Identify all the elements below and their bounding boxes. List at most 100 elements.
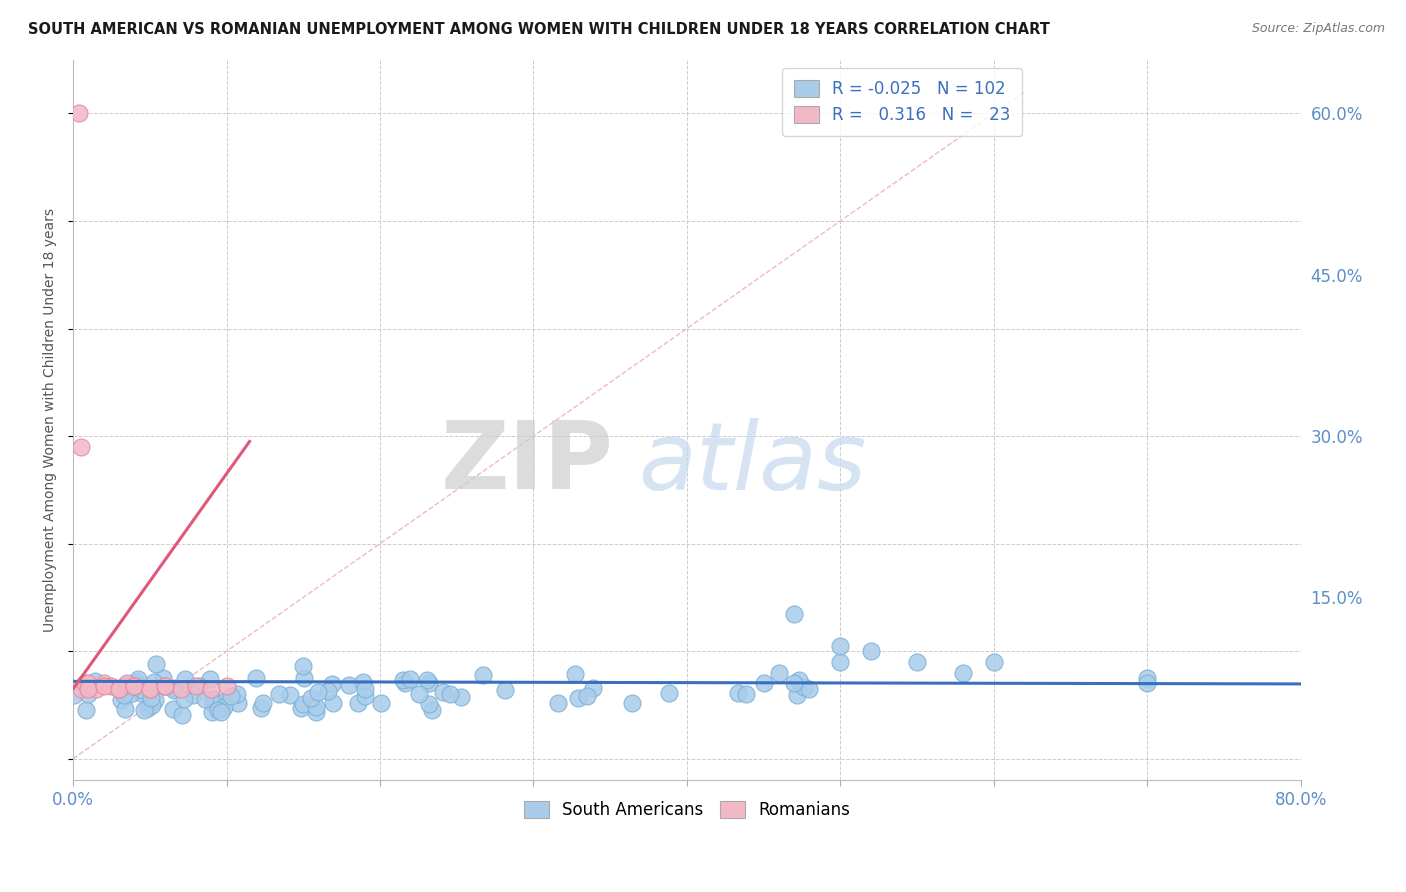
Point	[252, 696, 274, 710]
Point	[299, 691, 322, 706]
Point	[200, 681, 222, 696]
Y-axis label: Unemployment Among Women with Children Under 18 years: Unemployment Among Women with Children U…	[44, 208, 58, 632]
Point	[202, 691, 225, 706]
Point	[110, 693, 132, 707]
Point	[245, 672, 267, 686]
Point	[783, 676, 806, 690]
Point	[905, 655, 928, 669]
Point	[69, 440, 91, 454]
Point	[125, 675, 148, 690]
Point	[291, 697, 314, 711]
Point	[225, 687, 247, 701]
Point	[75, 676, 97, 690]
Point	[118, 687, 141, 701]
Point	[727, 686, 749, 700]
Point	[131, 686, 153, 700]
Point	[207, 703, 229, 717]
Point	[621, 697, 644, 711]
Point	[768, 665, 790, 680]
Point	[783, 607, 806, 621]
Point	[1136, 676, 1159, 690]
Point	[77, 681, 100, 696]
Point	[100, 679, 122, 693]
Point	[347, 696, 370, 710]
Point	[576, 689, 599, 703]
Point	[354, 681, 377, 696]
Point	[582, 681, 605, 695]
Text: Source: ZipAtlas.com: Source: ZipAtlas.com	[1251, 22, 1385, 36]
Point	[352, 675, 374, 690]
Point	[153, 679, 176, 693]
Point	[398, 672, 420, 686]
Point	[215, 679, 238, 693]
Legend: South Americans, Romanians: South Americans, Romanians	[517, 795, 856, 826]
Point	[394, 676, 416, 690]
Point	[194, 692, 217, 706]
Point	[408, 687, 430, 701]
Point	[132, 704, 155, 718]
Text: SOUTH AMERICAN VS ROMANIAN UNEMPLOYMENT AMONG WOMEN WITH CHILDREN UNDER 18 YEARS: SOUTH AMERICAN VS ROMANIAN UNEMPLOYMENT …	[28, 22, 1050, 37]
Point	[859, 644, 882, 658]
Point	[141, 698, 163, 712]
Point	[450, 690, 472, 704]
Point	[290, 700, 312, 714]
Point	[418, 676, 440, 690]
Point	[209, 706, 232, 720]
Point	[127, 672, 149, 686]
Point	[169, 681, 191, 696]
Point	[136, 701, 159, 715]
Point	[153, 679, 176, 693]
Point	[797, 682, 820, 697]
Point	[77, 687, 100, 701]
Point	[162, 702, 184, 716]
Point	[439, 687, 461, 701]
Point	[307, 685, 329, 699]
Point	[952, 665, 974, 680]
Point	[214, 694, 236, 708]
Point	[792, 680, 814, 694]
Point	[114, 678, 136, 692]
Point	[267, 687, 290, 701]
Point	[547, 697, 569, 711]
Point	[163, 683, 186, 698]
Point	[139, 691, 162, 706]
Point	[567, 691, 589, 706]
Point	[316, 684, 339, 698]
Point	[212, 700, 235, 714]
Point	[84, 681, 107, 696]
Point	[108, 681, 131, 696]
Point	[752, 675, 775, 690]
Point	[69, 681, 91, 696]
Point	[184, 679, 207, 693]
Point	[305, 700, 328, 714]
Point	[173, 691, 195, 706]
Point	[124, 679, 146, 693]
Point	[416, 673, 439, 687]
Point	[201, 696, 224, 710]
Point	[321, 677, 343, 691]
Point	[432, 685, 454, 699]
Point	[278, 688, 301, 702]
Point	[173, 672, 195, 686]
Point	[250, 700, 273, 714]
Point	[322, 696, 344, 710]
Point	[420, 703, 443, 717]
Point	[787, 673, 810, 688]
Point	[494, 682, 516, 697]
Point	[337, 678, 360, 692]
Point	[124, 679, 146, 693]
Point	[418, 697, 440, 711]
Point	[93, 676, 115, 690]
Point	[83, 674, 105, 689]
Point	[221, 689, 243, 703]
Point	[67, 106, 90, 120]
Point	[172, 708, 194, 723]
Point	[143, 693, 166, 707]
Point	[139, 681, 162, 696]
Point	[201, 706, 224, 720]
Point	[122, 681, 145, 695]
Point	[1136, 671, 1159, 685]
Point	[226, 696, 249, 710]
Point	[181, 688, 204, 702]
Point	[291, 658, 314, 673]
